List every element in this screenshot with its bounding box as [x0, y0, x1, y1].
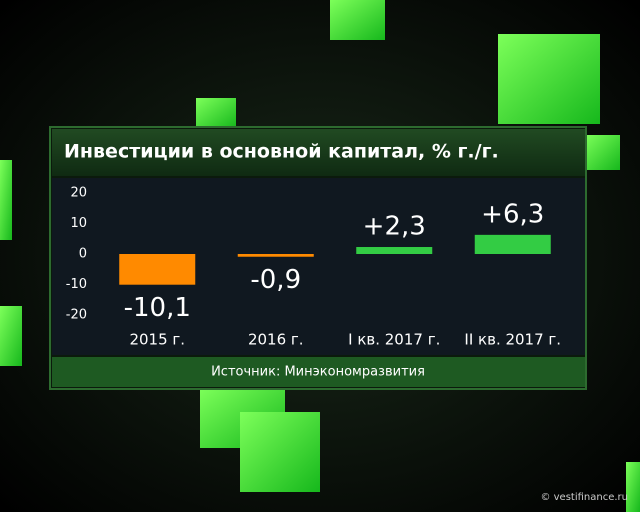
value-label: -0,9 — [250, 265, 301, 295]
value-label: +6,3 — [481, 199, 544, 229]
y-tick-label: 20 — [70, 186, 87, 201]
bar — [119, 254, 196, 285]
value-label: -10,1 — [124, 293, 191, 323]
bar — [237, 254, 314, 257]
bar — [474, 234, 551, 254]
bar — [356, 247, 433, 254]
y-tick-label: 0 — [79, 247, 87, 262]
x-tick-label: 2015 г. — [129, 331, 185, 349]
x-tick-label: 2016 г. — [248, 331, 304, 349]
y-tick-label: -10 — [66, 277, 87, 292]
y-tick-label: -20 — [66, 307, 87, 322]
x-tick-label: II кв. 2017 г. — [464, 331, 561, 349]
value-label: +2,3 — [363, 212, 426, 242]
chart-title: Инвестиции в основной капитал, % г./г. — [64, 141, 499, 163]
source-bar — [52, 357, 585, 387]
watermark: © vestifinance.ru — [540, 492, 628, 503]
x-tick-label: I кв. 2017 г. — [348, 331, 440, 349]
title-bar — [52, 129, 585, 176]
y-tick-label: 10 — [70, 216, 87, 231]
source: Источник: Минэкономразвития — [211, 365, 425, 380]
